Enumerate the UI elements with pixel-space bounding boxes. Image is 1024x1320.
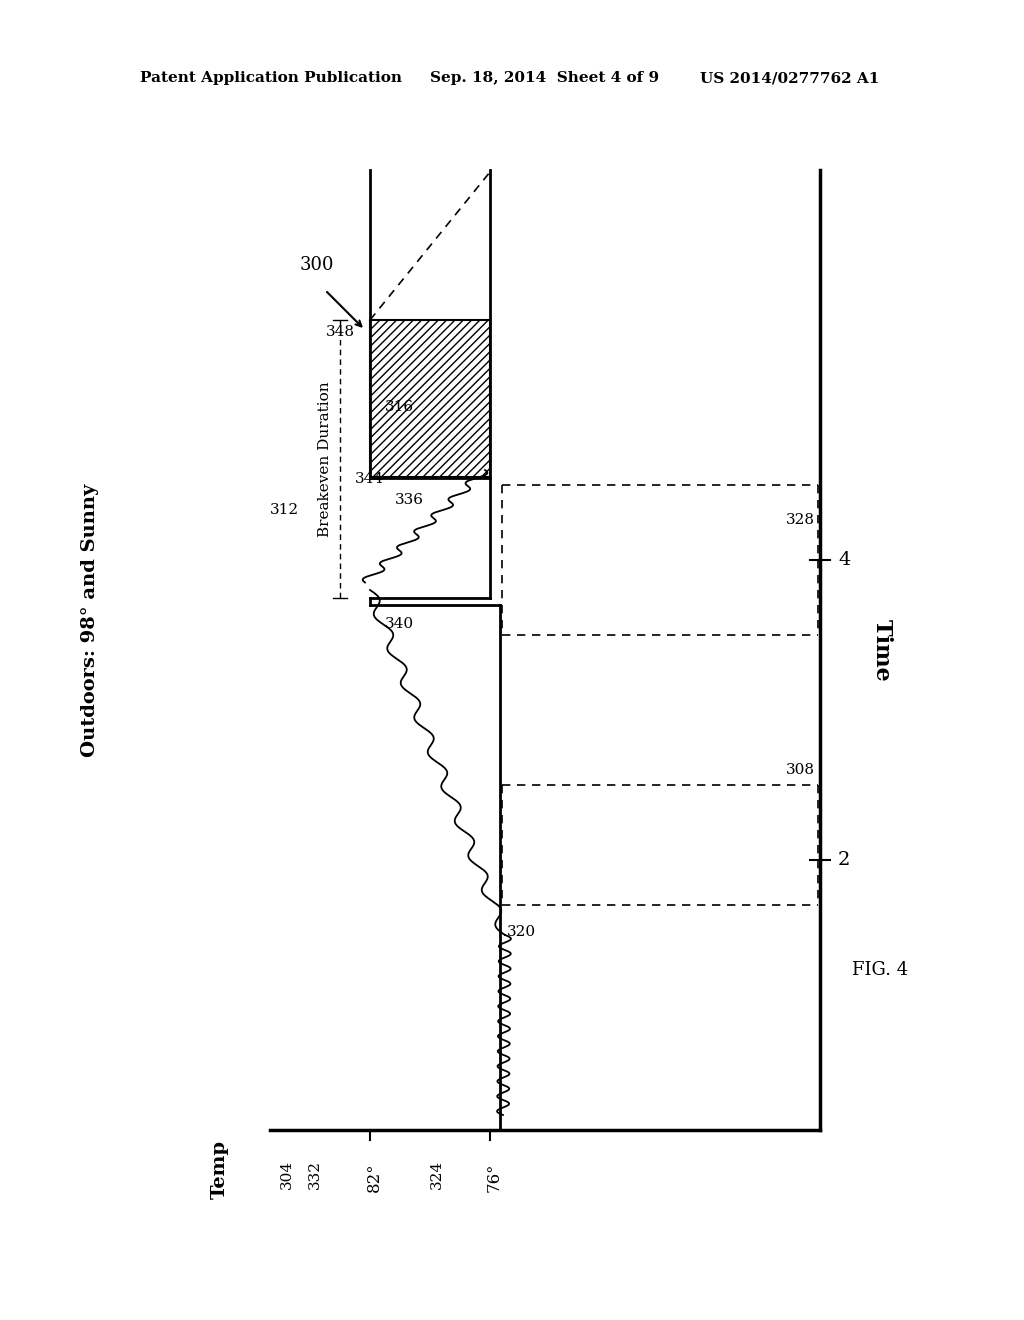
- Text: 304: 304: [280, 1160, 294, 1189]
- Text: Time: Time: [871, 619, 893, 681]
- Text: 348: 348: [326, 325, 355, 339]
- Text: 76°: 76°: [485, 1162, 503, 1192]
- Text: 340: 340: [385, 618, 414, 631]
- Text: 328: 328: [786, 513, 815, 527]
- Text: US 2014/0277762 A1: US 2014/0277762 A1: [700, 71, 880, 84]
- Text: 324: 324: [430, 1160, 444, 1189]
- Text: 300: 300: [300, 256, 335, 275]
- Text: 4: 4: [838, 550, 850, 569]
- Text: Patent Application Publication: Patent Application Publication: [140, 71, 402, 84]
- Text: 320: 320: [507, 925, 537, 939]
- Text: 336: 336: [395, 492, 424, 507]
- Text: 2: 2: [838, 851, 850, 869]
- Text: Breakeven Duration: Breakeven Duration: [318, 381, 332, 536]
- Text: Temp: Temp: [211, 1140, 229, 1199]
- Text: 344: 344: [355, 471, 384, 486]
- Text: 316: 316: [385, 400, 414, 414]
- Text: Outdoors: 98° and Sunny: Outdoors: 98° and Sunny: [81, 483, 99, 756]
- Text: 312: 312: [270, 503, 299, 516]
- Bar: [370, 319, 490, 478]
- Text: 332: 332: [308, 1160, 322, 1189]
- Text: FIG. 4: FIG. 4: [852, 961, 908, 979]
- Text: 308: 308: [786, 763, 815, 777]
- Text: 82°: 82°: [366, 1162, 383, 1192]
- Text: Sep. 18, 2014  Sheet 4 of 9: Sep. 18, 2014 Sheet 4 of 9: [430, 71, 659, 84]
